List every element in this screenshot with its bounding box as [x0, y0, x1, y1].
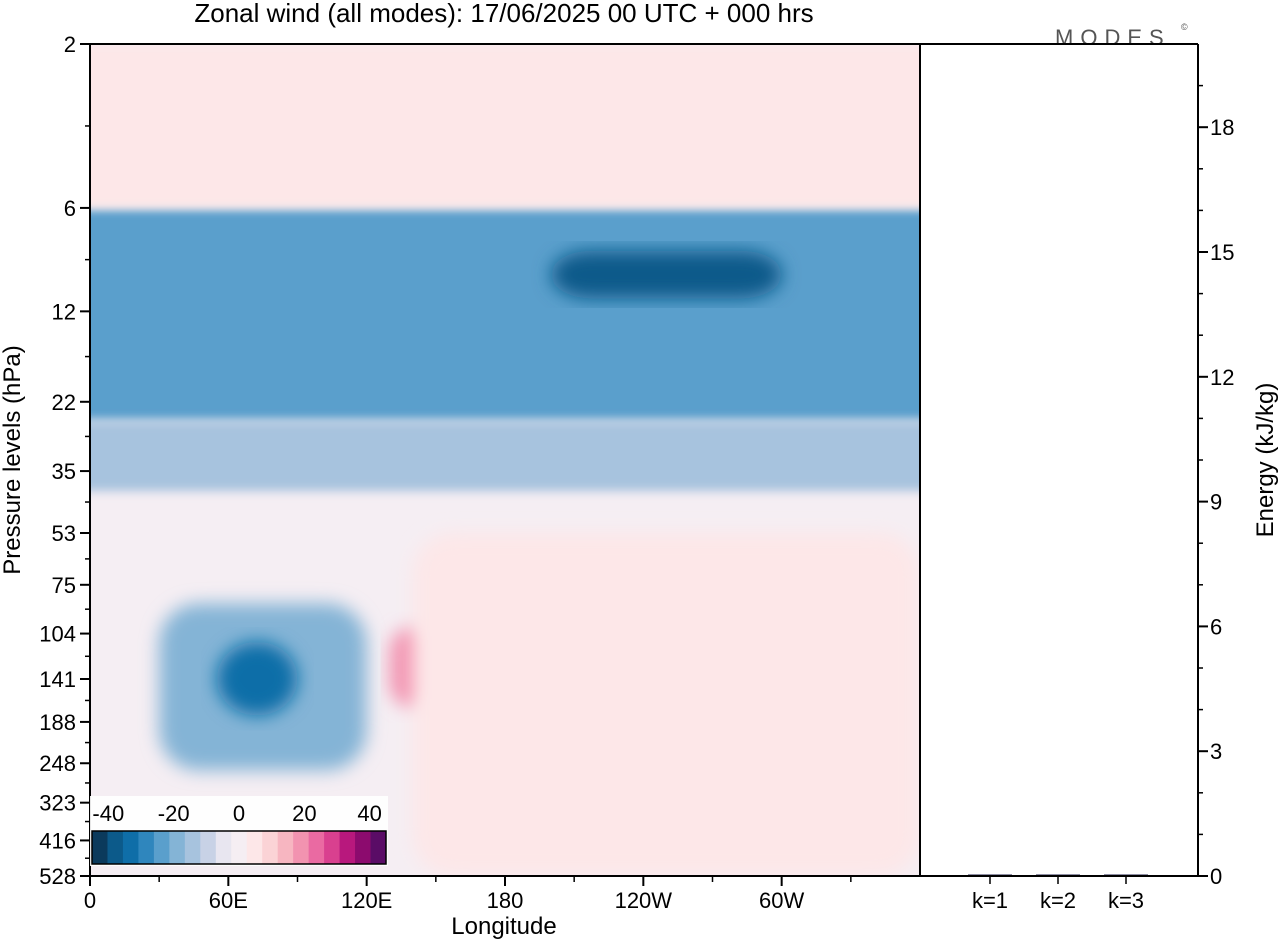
colorbar-swatch: [92, 831, 108, 864]
heatmap-field: [90, 44, 920, 876]
colorbar-tick-label: -20: [158, 801, 190, 826]
colorbar-swatch: [308, 831, 325, 864]
energy-axis: 0 3 6 9 12 15 18 k=1 k=2 k=3: [972, 84, 1234, 913]
energy-tick-label: 6: [1210, 614, 1222, 639]
pressure-tick-label: 528: [39, 864, 76, 889]
x-axis-label: Longitude: [451, 913, 556, 940]
longitude-tick-label: 120E: [341, 888, 392, 913]
heatmap-region: [412, 532, 920, 876]
energy-bar-panel: [920, 44, 1198, 876]
colorbar-swatch: [355, 831, 372, 864]
colorbar-swatch: [339, 831, 356, 864]
energy-category-label: k=2: [1040, 888, 1076, 913]
heatmap-region: [90, 44, 920, 208]
heatmap-region: [216, 641, 298, 716]
heatmap-region: [90, 207, 920, 421]
pressure-tick-label: 22: [52, 390, 76, 415]
colorbar-tick-label: -40: [92, 801, 124, 826]
pressure-tick-label: 6: [64, 196, 76, 221]
pressure-axis: 2 6 12 22 35 53 75 104 141 188 248 323 416 528: [39, 32, 90, 889]
pressure-tick-label: 323: [39, 791, 76, 816]
colorbar-swatch: [262, 831, 279, 864]
energy-tick-label: 15: [1210, 240, 1234, 265]
colorbar-swatch: [138, 831, 155, 864]
energy-category-label: k=3: [1108, 888, 1144, 913]
longitude-axis: 0 60E 120E 180 120W 60W: [84, 876, 852, 913]
colorbar-swatch: [246, 831, 263, 864]
pressure-tick-label: 141: [39, 667, 76, 692]
longitude-tick-label: 180: [487, 888, 524, 913]
colorbar-swatch: [184, 831, 201, 864]
pressure-tick-label: 53: [52, 521, 76, 546]
energy-tick-label: 3: [1210, 739, 1222, 764]
colorbar-swatch: [200, 831, 217, 864]
colorbar-swatch: [153, 831, 170, 864]
chart-title: Zonal wind (all modes): 17/06/2025 00 UT…: [194, 0, 813, 28]
colorbar-swatch: [122, 831, 139, 864]
energy-category-label: k=1: [972, 888, 1008, 913]
energy-tick-label: 9: [1210, 490, 1222, 515]
colorbar-swatch: [370, 831, 387, 864]
colorbar-swatch: [231, 831, 248, 864]
pressure-tick-label: 2: [64, 32, 76, 57]
energy-tick-label: 0: [1210, 864, 1222, 889]
colorbar-tick-label: 20: [292, 801, 316, 826]
longitude-tick-label: 120W: [615, 888, 673, 913]
colorbar-swatch: [293, 831, 310, 864]
pressure-tick-label: 35: [52, 459, 76, 484]
colorbar-swatch: [169, 831, 186, 864]
energy-tick-label: 12: [1210, 365, 1234, 390]
energy-tick-label: 18: [1210, 115, 1234, 140]
heatmap-region: [551, 250, 782, 299]
colorbar-legend: -40 -20 0 20 40: [90, 796, 388, 866]
y-axis-label: Pressure levels (hPa): [0, 345, 26, 574]
colorbar-tick-label: 0: [233, 801, 245, 826]
pressure-tick-label: 248: [39, 751, 76, 776]
colorbar-swatch: [324, 831, 341, 864]
pressure-tick-label: 104: [39, 622, 76, 647]
pressure-tick-label: 416: [39, 828, 76, 853]
energy-panel-background: [920, 44, 1198, 876]
longitude-tick-label: 60E: [209, 888, 248, 913]
colorbar-swatch: [277, 831, 294, 864]
pressure-tick-label: 188: [39, 710, 76, 735]
colorbar-swatch: [215, 831, 232, 864]
longitude-tick-label: 0: [84, 888, 96, 913]
pressure-tick-label: 12: [52, 299, 76, 324]
modes-logo-mark: ©: [1181, 22, 1188, 32]
heatmap-region: [90, 420, 920, 491]
pressure-tick-label: 75: [52, 573, 76, 598]
colorbar-swatch: [107, 831, 124, 864]
colorbar-tick-label: 40: [357, 801, 381, 826]
longitude-tick-label: 60W: [759, 888, 804, 913]
colorbar-frame: [91, 830, 387, 865]
energy-axis-label: Energy (kJ/kg): [1252, 383, 1279, 538]
